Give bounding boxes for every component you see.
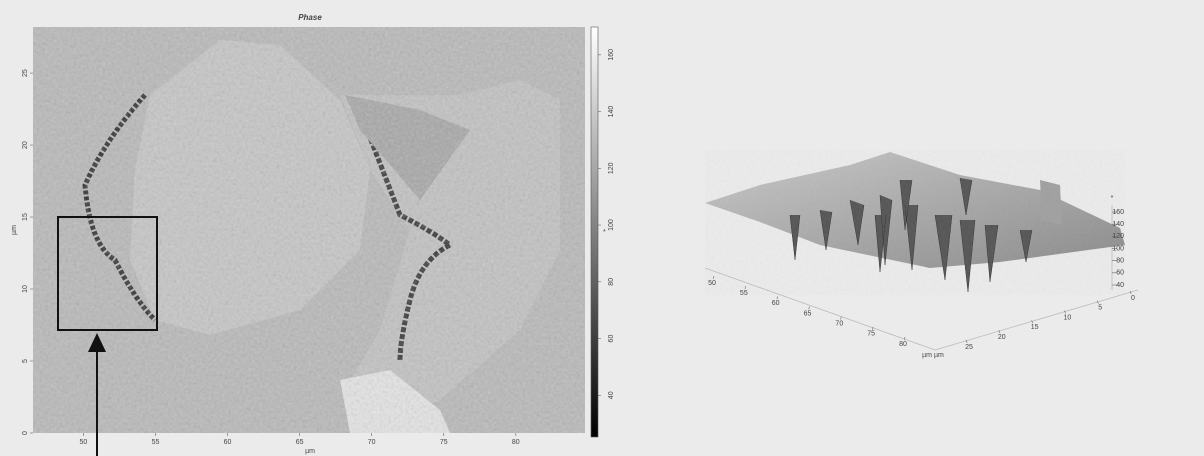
colorbar-tick-label: 140: [608, 106, 615, 118]
x-tick-label: 60: [224, 439, 232, 446]
x-tick-label: 80: [512, 439, 520, 446]
y-tick-label: 20: [22, 141, 29, 149]
surface-tick-label: 80: [899, 341, 907, 348]
surface-tick-label: 70: [835, 321, 843, 328]
surface-tick-label: 100: [1112, 245, 1124, 252]
y-tick-label: 15: [22, 213, 29, 221]
surface-tick-label: 65: [804, 310, 812, 317]
surface-y-label: µm: [934, 352, 944, 359]
colorbar-tick-label: 100: [608, 219, 615, 231]
surface-tick-label: 120: [1112, 233, 1124, 240]
surface-z-label: *: [1111, 195, 1114, 202]
surface-tick-label: 60: [1116, 270, 1124, 277]
surface-tick-label: 60: [772, 300, 780, 307]
phase-image: [33, 27, 585, 433]
surface-tick-label: 140: [1112, 221, 1124, 228]
surface-tick-label: 40: [1116, 282, 1124, 289]
surface-tick-label: 55: [740, 290, 748, 297]
x-tick-label: 70: [368, 439, 376, 446]
surface-tick-label: 50: [708, 280, 716, 287]
image-title: Phase: [298, 13, 322, 22]
y-tick-label: 10: [22, 285, 29, 293]
colorbar-tick-label: 60: [608, 335, 615, 343]
colorbar-tick-label: 40: [608, 391, 615, 399]
y-axis-label: µm: [11, 225, 18, 235]
surface-tick-label: 20: [998, 334, 1006, 341]
x-tick-label: 75: [440, 439, 448, 446]
page: Phase µm µm * µm µm * 505560657075800510…: [0, 0, 1204, 456]
y-tick-label: 25: [22, 69, 29, 77]
surface-tick-label: 5: [1098, 305, 1102, 312]
colorbar: [591, 27, 598, 437]
colorbar-tick-label: 160: [608, 49, 615, 61]
colorbar-label: *: [603, 229, 606, 236]
surface-x-label: µm: [922, 352, 932, 359]
x-tick-label: 65: [296, 439, 304, 446]
surface-tick-label: 160: [1112, 209, 1124, 216]
x-tick-label: 50: [80, 439, 88, 446]
surface-tick-label: 25: [965, 344, 973, 351]
x-tick-label: 55: [152, 439, 160, 446]
surface-tick-label: 75: [867, 331, 875, 338]
colorbar-tick-label: 80: [608, 278, 615, 286]
y-tick-label: 5: [22, 359, 29, 363]
figure: Phase µm µm * µm µm * 505560657075800510…: [0, 0, 1204, 456]
surface-tick-label: 80: [1116, 258, 1124, 265]
colorbar-tick-label: 120: [608, 162, 615, 174]
y-tick-label: 0: [22, 431, 29, 435]
x-axis-label: µm: [305, 448, 315, 455]
surface-tick-label: 10: [1064, 314, 1072, 321]
surface-tick-label: 15: [1031, 324, 1039, 331]
surface-tick-label: 0: [1131, 295, 1135, 302]
